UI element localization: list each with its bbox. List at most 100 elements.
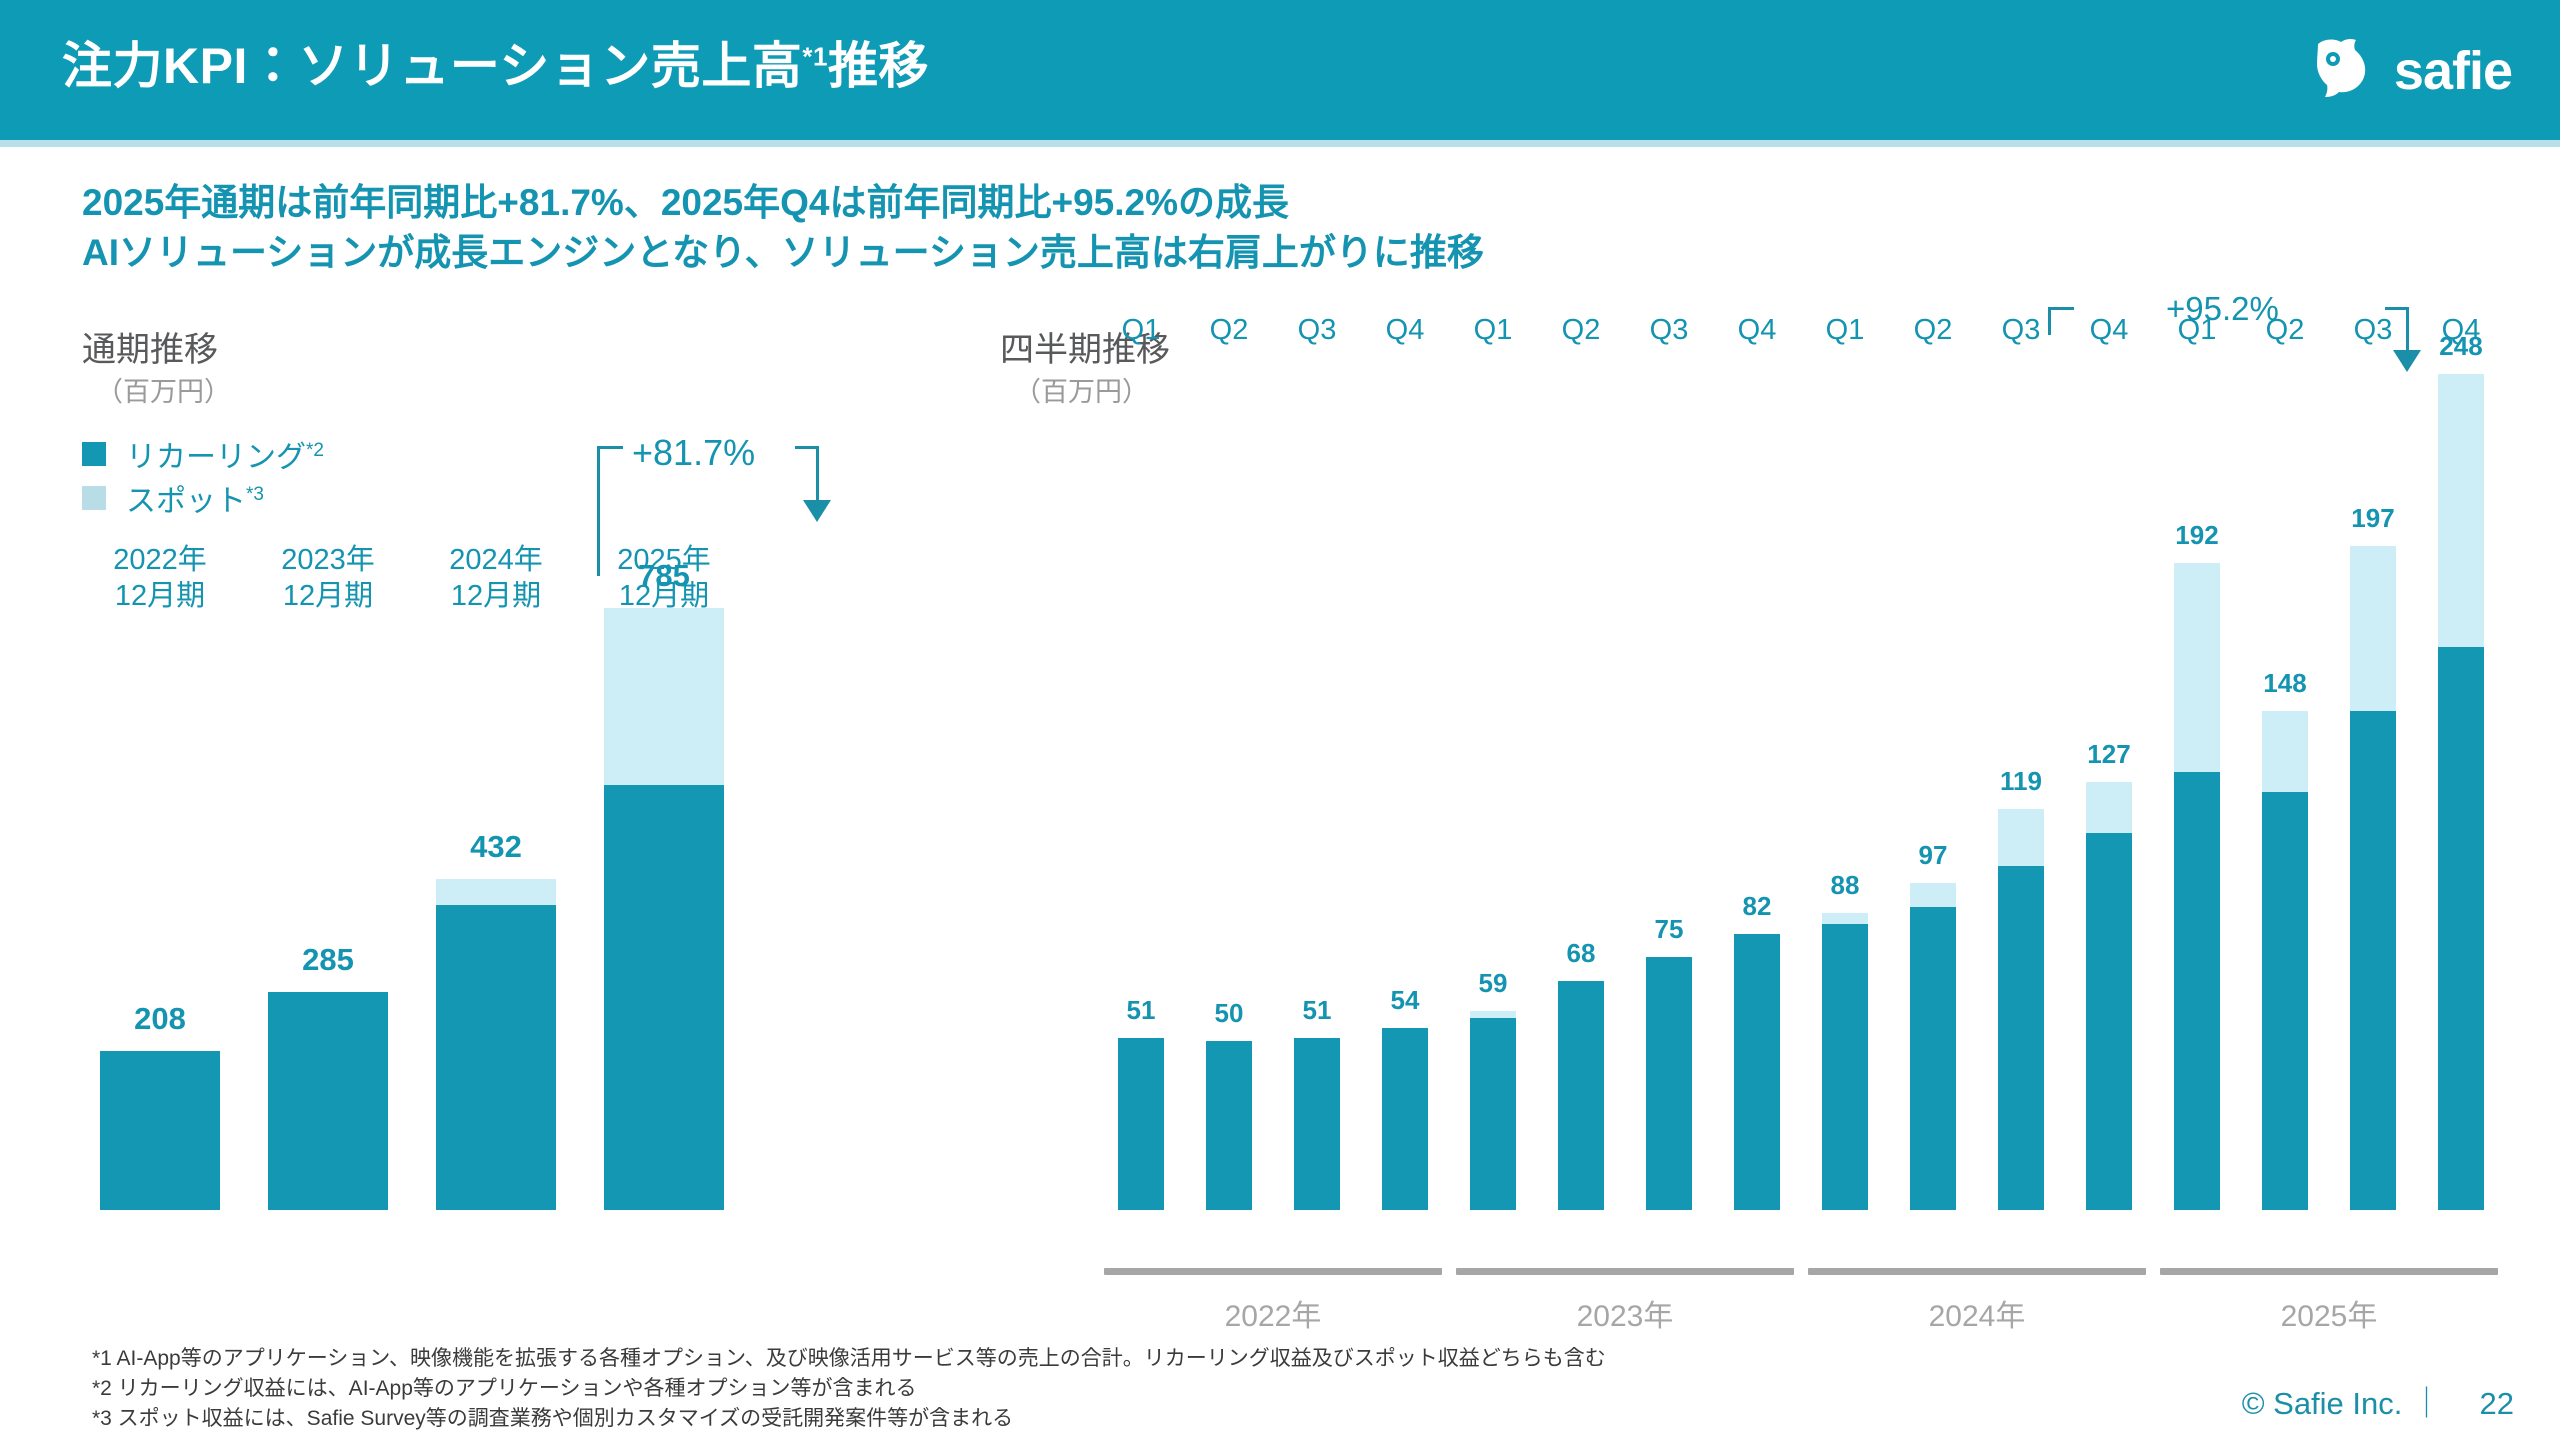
bar-column: 148 Q2: [2262, 300, 2308, 1210]
footnote-3: *3 スポット収益には、Safie Survey等の調査業務や個別カスタマイズの…: [92, 1406, 1014, 1430]
bar-segment-recurring: [1294, 1038, 1340, 1210]
quarter-anno-arrow-head: [2393, 350, 2421, 372]
page-title-footnote-marker: *1: [802, 41, 828, 72]
x-axis-category-label: 2022年 12月期: [4, 542, 316, 615]
quarter-section-title: 四半期推移: [1000, 331, 1170, 369]
year-group: 2025年: [2160, 1268, 2498, 1335]
bar-column: 785 2025年 12月期: [604, 520, 724, 1210]
bar-stack: [1998, 808, 2044, 1210]
bar-segment-recurring: [268, 991, 388, 1210]
legend-swatch-recurring: [82, 442, 106, 466]
bar-value-label: 88: [1830, 870, 1860, 901]
bar-stack: [436, 878, 556, 1210]
legend-sup-spot: *3: [246, 484, 264, 505]
year-group-rule: [1104, 1268, 1442, 1275]
bar-segment-recurring: [100, 1050, 220, 1210]
bar-stack: [604, 608, 724, 1210]
page-title-tail: 推移: [827, 38, 929, 94]
x-axis-quarter-label: Q1: [1121, 314, 1161, 346]
x-axis-category-line: 12月期: [282, 580, 374, 613]
x-axis-quarter-label: Q1: [1473, 314, 1513, 346]
bar-segment-spot: [2350, 546, 2396, 712]
bar-column: 432 2024年 12月期: [436, 520, 556, 1210]
annual-section-title: 通期推移: [82, 331, 218, 369]
bar-segment-spot: [1470, 1011, 1516, 1018]
bar-value-label: 148: [2263, 668, 2307, 699]
x-axis-category-label: 2025年 12月期: [508, 542, 820, 615]
footnote-1: *1 AI-App等のアプリケーション、映像機能を拡張する各種オプション、及び映…: [92, 1347, 1606, 1370]
bar-segment-recurring: [1734, 933, 1780, 1210]
bar-segment-spot: [1822, 913, 1868, 924]
bar-value-label: 51: [1126, 995, 1156, 1026]
bar-segment-recurring: [604, 784, 724, 1210]
page-number: 22: [2479, 1386, 2514, 1421]
copyright-text: © Safie Inc. ｜: [2241, 1386, 2442, 1421]
bar-column: 68 Q2: [1558, 300, 1604, 1210]
bar-column: 51 Q1: [1118, 300, 1164, 1210]
quarter-anno-vline: [2048, 307, 2051, 335]
quarter-anno-label: +95.2%: [2166, 290, 2279, 327]
x-axis-category-line: 2022年: [113, 544, 207, 576]
bar-value-label: 208: [134, 1000, 186, 1036]
bar-value-label: 285: [302, 941, 354, 977]
bar-segment-spot: [1998, 808, 2044, 867]
bar-value-label: 82: [1742, 890, 1772, 921]
bar-column: 127 Q4: [2086, 300, 2132, 1210]
x-axis-quarter-label: Q2: [1913, 314, 1953, 346]
safie-logo: safie: [2308, 38, 2513, 103]
bar-stack: [1382, 1028, 1428, 1210]
bar-segment-spot: [1910, 883, 1956, 907]
bar-column: 192 Q1: [2174, 300, 2220, 1210]
bar-value-label: 197: [2351, 503, 2395, 534]
bar-column: 88 Q1: [1822, 300, 1868, 1210]
x-axis-category-label: 2024年 12月期: [340, 542, 652, 615]
bar-segment-recurring: [1118, 1038, 1164, 1210]
bar-column: 119 Q3: [1998, 300, 2044, 1210]
bar-segment-recurring: [1206, 1041, 1252, 1210]
legend-item-recurring: リカーリング*2: [82, 432, 324, 476]
bar-segment-recurring: [2438, 647, 2484, 1210]
x-axis-category-line: 2025年: [617, 544, 711, 576]
bar-column: 50 Q2: [1206, 300, 1252, 1210]
x-axis-category-line: 12月期: [114, 580, 206, 613]
bar-value-label: 119: [2000, 765, 2042, 796]
x-axis-category-line: 12月期: [618, 580, 710, 613]
bar-column: 51 Q3: [1294, 300, 1340, 1210]
year-group-rule: [1808, 1268, 2146, 1275]
year-group-rule: [1456, 1268, 1794, 1275]
x-axis-category-line: 2023年: [281, 544, 375, 576]
bar-column: 59 Q1: [1470, 300, 1516, 1210]
bar-column: 75 Q3: [1646, 300, 1692, 1210]
bar-column: 208 2022年 12月期: [100, 520, 220, 1210]
bar-segment-recurring: [2086, 832, 2132, 1210]
bar-stack: [2262, 711, 2308, 1210]
x-axis-category-line: 12月期: [450, 580, 542, 613]
x-axis-quarter-label: Q1: [2177, 314, 2217, 346]
bar-stack: [1206, 1041, 1252, 1210]
bar-column: 82 Q4: [1734, 300, 1780, 1210]
x-axis-quarter-label: Q1: [1825, 314, 1865, 346]
chart-legend: リカーリング*2 スポット*3: [82, 432, 324, 520]
bar-column: 97 Q2: [1910, 300, 1956, 1210]
safie-logo-text: safie: [2393, 40, 2513, 101]
legend-text-recurring: リカーリング: [126, 441, 306, 474]
x-axis-category-line: 2024年: [449, 544, 543, 576]
header-underline: [0, 140, 2560, 147]
bar-value-label: 75: [1654, 914, 1684, 945]
bar-value-label: 432: [470, 828, 522, 864]
quarter-anno-arrow-stem: [2406, 307, 2409, 355]
bar-segment-recurring: [1558, 980, 1604, 1210]
quarter-anno-arrow-tick: [2385, 307, 2409, 310]
slide-subtitle: 2025年通期は前年同期比+81.7%、2025年Q4は前年同期比+95.2%の…: [82, 178, 2182, 279]
year-group-rule: [2160, 1268, 2498, 1275]
bar-stack: [100, 1050, 220, 1210]
bar-stack: [2438, 374, 2484, 1210]
bar-value-label: 785: [638, 558, 690, 594]
bar-segment-recurring: [436, 904, 556, 1210]
annual-revenue-chart: 208 2022年 12月期 285 2023年 12月期 432 2024年 12月期 785 2…: [100, 520, 724, 1210]
legend-label-recurring: リカーリング*2: [126, 432, 324, 476]
x-axis-quarter-label: Q3: [2353, 314, 2393, 346]
annual-anno-tick: [597, 446, 623, 449]
legend-label-spot: スポット*3: [126, 476, 264, 520]
